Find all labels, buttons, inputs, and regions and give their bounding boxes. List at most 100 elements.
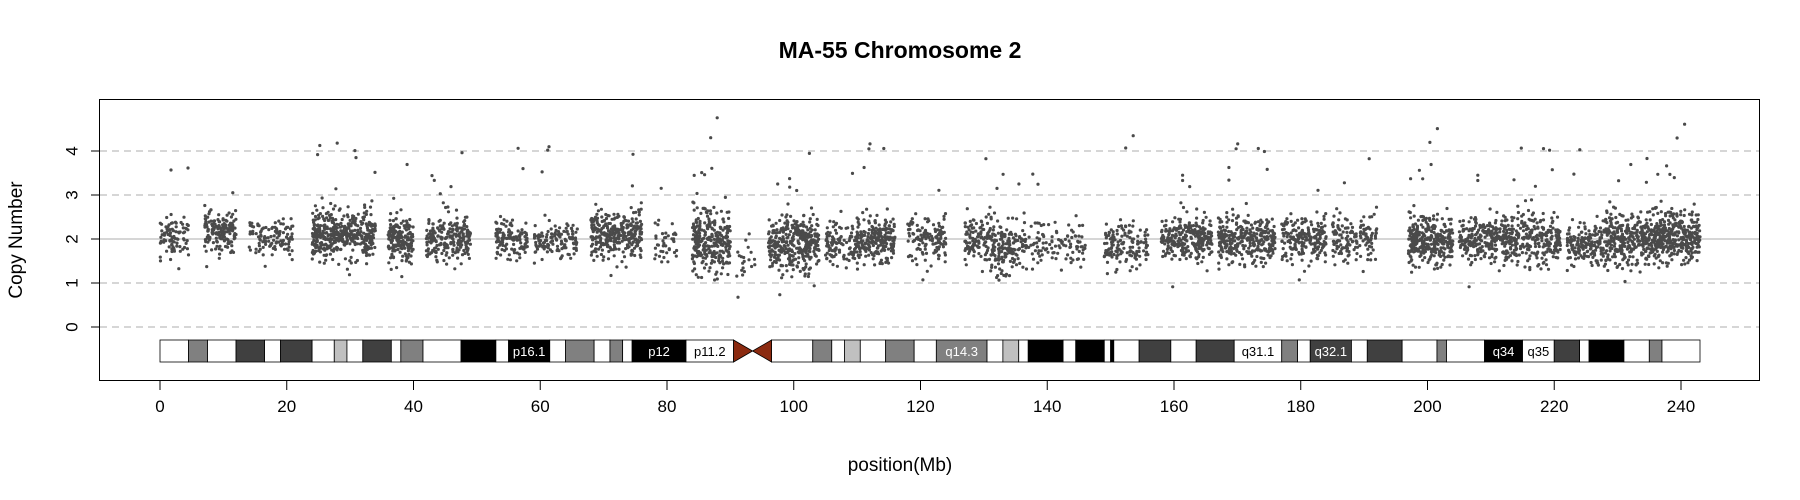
data-point [1122, 246, 1126, 250]
data-point [659, 186, 663, 190]
data-point [373, 245, 377, 250]
data-point [1428, 257, 1432, 261]
data-point [438, 192, 442, 196]
data-point [871, 257, 875, 261]
data-point [1036, 251, 1040, 255]
data-point [494, 234, 498, 238]
data-point [343, 257, 347, 261]
data-point [741, 261, 745, 265]
data-point [1417, 168, 1421, 172]
data-point [1302, 269, 1307, 273]
data-point [815, 217, 819, 221]
data-point [1323, 251, 1327, 255]
data-point [207, 220, 211, 224]
data-point [615, 241, 620, 245]
data-point [351, 214, 355, 218]
data-point [324, 212, 328, 216]
data-point [251, 229, 255, 233]
data-point [541, 245, 545, 249]
data-point [409, 244, 413, 248]
data-point [431, 233, 435, 237]
data-point [708, 266, 712, 270]
data-point [1410, 258, 1414, 262]
data-point [290, 258, 294, 262]
data-point [1324, 212, 1328, 216]
data-point [1442, 222, 1447, 226]
data-point [177, 267, 181, 271]
data-point [701, 259, 705, 263]
data-point [1116, 240, 1120, 244]
data-point [425, 243, 429, 247]
data-point [354, 260, 358, 264]
data-point [405, 221, 409, 225]
data-point [1238, 262, 1242, 266]
data-point [662, 255, 666, 260]
data-point [872, 240, 876, 244]
data-point [994, 257, 998, 261]
data-point [916, 235, 920, 239]
data-point [631, 152, 635, 156]
data-point [407, 252, 411, 256]
data-point [436, 226, 440, 230]
data-point [1117, 224, 1121, 229]
data-point [1014, 234, 1018, 238]
data-point [310, 257, 314, 261]
data-point [234, 209, 238, 213]
data-point [779, 264, 783, 268]
data-point [264, 236, 268, 240]
data-point [457, 248, 461, 252]
data-point [996, 262, 1001, 266]
data-point [347, 273, 352, 277]
data-point [1440, 237, 1444, 241]
data-point [797, 242, 801, 246]
data-point [261, 253, 265, 257]
data-point [825, 232, 829, 236]
data-point [322, 235, 326, 239]
data-point [1077, 224, 1081, 228]
data-point [1164, 219, 1168, 223]
data-point [1374, 231, 1378, 235]
data-point [1021, 265, 1025, 269]
data-point [718, 254, 722, 258]
data-point [1014, 263, 1019, 267]
data-point [1473, 257, 1477, 262]
data-point [671, 238, 676, 242]
data-point [976, 235, 980, 239]
data-point [1143, 230, 1147, 234]
data-point [785, 236, 789, 240]
data-point [1417, 233, 1421, 237]
data-point [844, 226, 848, 230]
data-point [411, 225, 415, 229]
data-point [256, 222, 260, 226]
data-point [612, 235, 616, 239]
data-point [1219, 241, 1223, 245]
data-point [1016, 238, 1020, 243]
data-point [1207, 252, 1212, 256]
data-point [1465, 227, 1469, 231]
data-point [1369, 251, 1373, 255]
data-point [936, 253, 941, 257]
data-point [215, 240, 219, 244]
data-point [549, 227, 553, 231]
data-point [1264, 261, 1268, 265]
data-point [1473, 254, 1477, 258]
data-point [345, 267, 349, 271]
data-point [1259, 228, 1263, 232]
data-point [698, 219, 702, 223]
data-point [851, 227, 855, 231]
data-point [784, 232, 788, 236]
data-point [496, 252, 500, 256]
data-point [1448, 263, 1452, 267]
data-point [214, 236, 218, 240]
data-point [1185, 230, 1189, 234]
data-point [1362, 215, 1366, 219]
data-point [923, 247, 927, 251]
data-point [862, 263, 866, 267]
data-point [813, 252, 817, 256]
data-point [540, 257, 544, 262]
data-point [1487, 230, 1491, 234]
data-point [656, 223, 660, 227]
data-point [273, 245, 277, 249]
data-point [1292, 228, 1296, 232]
data-point [550, 232, 554, 236]
